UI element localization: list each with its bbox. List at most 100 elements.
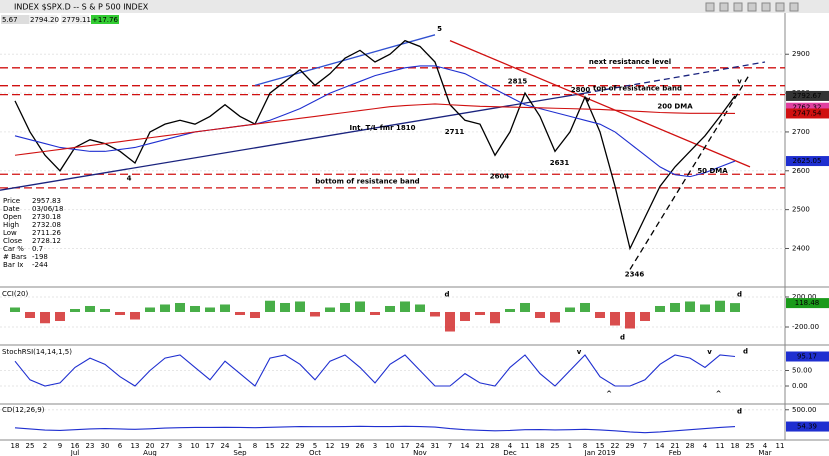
annotation: v — [577, 348, 582, 356]
bar — [460, 311, 470, 322]
bar — [205, 307, 215, 312]
x-tick-label: 24 — [221, 442, 230, 450]
y-tick-label: 2400 — [792, 244, 810, 252]
tool-icon[interactable] — [775, 2, 785, 12]
x-tick-label: 4 — [508, 442, 513, 450]
x-tick-label: 22 — [281, 442, 290, 450]
bar — [595, 311, 605, 319]
x-tick-label: 25 — [26, 442, 35, 450]
bar — [670, 302, 680, 312]
x-tick-label: 5 — [313, 442, 317, 450]
value-tag — [786, 351, 829, 362]
month-label: Jul — [70, 449, 80, 456]
tool-icon[interactable] — [719, 2, 729, 12]
y-tick-label: 2900 — [792, 50, 810, 58]
bar — [10, 307, 20, 312]
x-tick-label: 9 — [58, 442, 62, 450]
x-tick-label: 11 — [776, 442, 785, 450]
bar — [730, 303, 740, 312]
bar — [580, 302, 590, 312]
tool-icon[interactable] — [789, 2, 799, 12]
x-tick-label: 8 — [583, 442, 587, 450]
x-tick-label: 15 — [266, 442, 275, 450]
x-tick-label: 23 — [86, 442, 95, 450]
month-label: Jan 2019 — [584, 449, 616, 456]
x-tick-label: 19 — [341, 442, 350, 450]
x-tick-label: 8 — [253, 442, 257, 450]
bar — [310, 311, 320, 317]
annotation: 2631 — [550, 159, 570, 167]
annotation: d — [743, 347, 748, 355]
bar — [40, 311, 50, 324]
x-tick-label: 28 — [491, 442, 500, 450]
info-label: Low — [3, 229, 17, 237]
x-tick-label: 18 — [536, 442, 545, 450]
series-line — [14, 103, 736, 156]
annotation: d — [444, 291, 449, 299]
header-box — [29, 15, 57, 24]
x-tick-label: 1 — [568, 442, 572, 450]
month-label: Mar — [758, 449, 771, 456]
annotation: bottom of resistance band — [315, 177, 419, 185]
x-tick-label: 30 — [101, 442, 110, 450]
value-tag-label: 54.39 — [797, 423, 817, 431]
x-tick-label: 31 — [431, 442, 440, 450]
bar — [535, 311, 545, 319]
annotation: 2800 — [571, 86, 591, 94]
tool-icon[interactable] — [705, 2, 715, 12]
y-tick-label: 0.00 — [792, 382, 808, 390]
x-tick-label: 29 — [296, 442, 305, 450]
chart-title: INDEX $SPX.D -- S & P 500 INDEX — [14, 3, 149, 12]
bar — [610, 311, 620, 326]
bar — [385, 305, 395, 312]
panel-title: StochRSI(14,14,1,5) — [2, 348, 72, 356]
value-tag — [786, 156, 829, 167]
x-tick-label: 29 — [626, 442, 635, 450]
bar — [370, 311, 380, 315]
series-line — [14, 39, 736, 251]
info-value: 2728.12 — [32, 237, 61, 245]
value-tag-label: 95.17 — [797, 353, 817, 361]
trendline — [0, 92, 586, 191]
value-tag — [786, 298, 829, 309]
tool-icon[interactable] — [733, 2, 743, 12]
x-tick-label: 28 — [686, 442, 695, 450]
annotation: d — [737, 291, 742, 299]
x-tick-label: 20 — [146, 442, 155, 450]
info-label: Close — [3, 237, 22, 245]
tool-icon[interactable] — [761, 2, 771, 12]
annotation: 2815 — [508, 77, 528, 85]
annotation: v — [707, 348, 712, 356]
bar — [55, 311, 65, 322]
y-tick-label: 2700 — [792, 128, 810, 136]
info-value: 2711.26 — [32, 229, 61, 237]
panel-title: CCI(20) — [2, 290, 28, 298]
annotation: 2346 — [625, 271, 645, 279]
x-tick-label: 2 — [43, 442, 47, 450]
x-tick-label: 15 — [596, 442, 605, 450]
bar — [685, 301, 695, 312]
x-tick-label: 22 — [611, 442, 620, 450]
tool-icon[interactable] — [747, 2, 757, 12]
bar — [220, 304, 230, 312]
bar — [505, 308, 515, 312]
value-tag — [786, 421, 829, 432]
bar — [400, 301, 410, 312]
annotation: 2711 — [445, 128, 465, 136]
info-value: -244 — [32, 261, 48, 269]
value-tag-label: 2625.05 — [793, 157, 822, 165]
x-tick-label: 18 — [11, 442, 20, 450]
info-label: Price — [3, 197, 20, 205]
bar — [355, 301, 365, 312]
x-tick-label: 17 — [206, 442, 215, 450]
bar — [115, 311, 125, 315]
trendline — [449, 40, 751, 168]
info-value: -198 — [32, 253, 48, 261]
x-tick-label: 14 — [461, 442, 470, 450]
info-value: 0.7 — [32, 245, 43, 253]
x-tick-label: 18 — [731, 442, 740, 450]
info-label: Open — [3, 213, 22, 221]
info-value: 03/06/18 — [32, 205, 63, 213]
bar — [175, 302, 185, 312]
